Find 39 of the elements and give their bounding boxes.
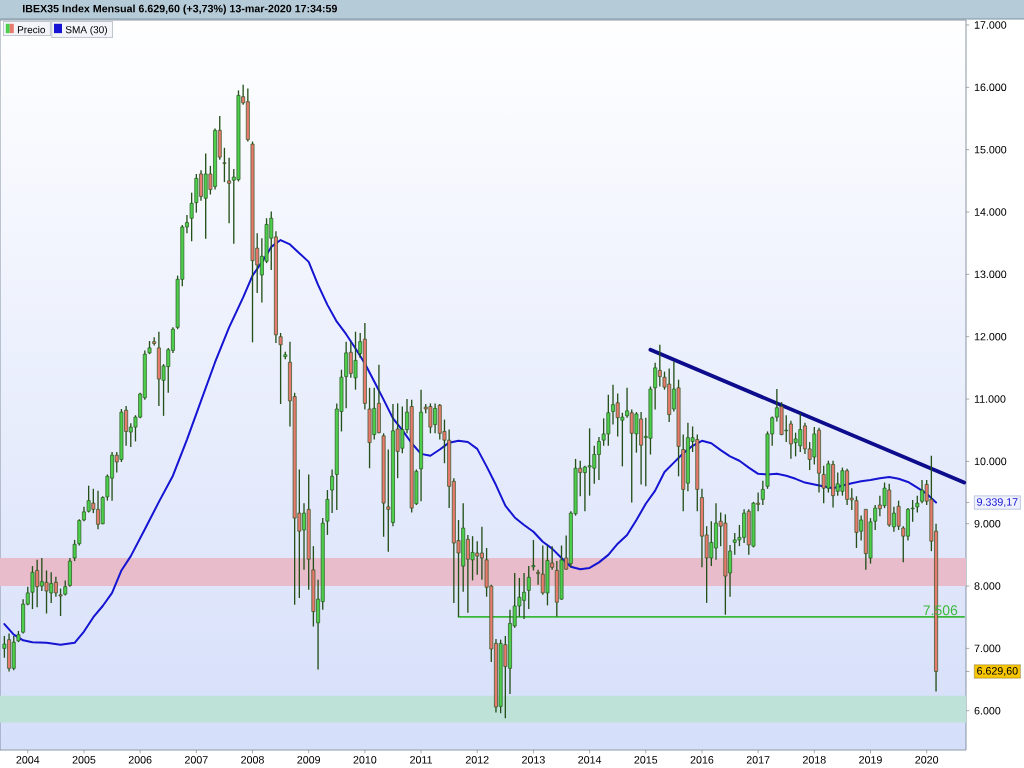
x-tick-label: 2019 (859, 756, 882, 764)
y-tick-label: 10.000 (974, 457, 1007, 466)
x-tick-label: 2008 (241, 756, 264, 764)
x-tick-label: 2009 (297, 756, 321, 764)
x-tick-label: 2015 (634, 756, 658, 764)
y-tick-label: 6.000 (974, 706, 1001, 715)
legend-label: Precio (17, 25, 46, 34)
y-tick-label: 7.000 (974, 644, 1001, 653)
y-tick-label: 11.000 (974, 395, 1006, 403)
candlestick (657, 344, 662, 388)
y-tick-label: 13.000 (974, 270, 1007, 279)
legend-label: SMA (30) (65, 25, 107, 36)
x-tick-label: 2005 (72, 756, 96, 764)
candlestick (531, 539, 536, 572)
candlestick (536, 569, 541, 586)
chart-title: IBEX35 Index Mensual 6.629,60 (+3,73%) 13-mar-2020 17:34:59 (22, 4, 337, 15)
x-tick-label: 2010 (353, 756, 377, 764)
x-tick-label: 2013 (522, 756, 545, 764)
x-tick-label: 2014 (578, 756, 602, 764)
y-tick-label: 12.000 (974, 332, 1007, 341)
candlestick (760, 480, 765, 506)
y-tick-label: 16.000 (974, 83, 1007, 92)
y-tick-label: 9.000 (974, 519, 1001, 528)
candlestick (353, 331, 358, 391)
x-tick-label: 2007 (185, 756, 208, 764)
x-tick-label: 2018 (803, 756, 826, 764)
x-tick-label: 2006 (128, 756, 152, 764)
x-tick-label: 2020 (915, 756, 939, 764)
candlestick (189, 192, 194, 242)
y-tick-label: 14.000 (974, 208, 1007, 216)
x-tick-label: 2012 (465, 756, 489, 764)
candlestick (896, 499, 901, 531)
x-tick-label: 2016 (690, 756, 714, 764)
y-tick-label: 15.000 (974, 145, 1007, 154)
x-tick-label: 2004 (16, 756, 40, 764)
y-tick-label: 17.000 (974, 21, 1007, 29)
y-tick-label: 8.000 (974, 582, 1001, 590)
x-tick-label: 2017 (746, 756, 770, 764)
x-tick-label: 2011 (410, 756, 433, 764)
